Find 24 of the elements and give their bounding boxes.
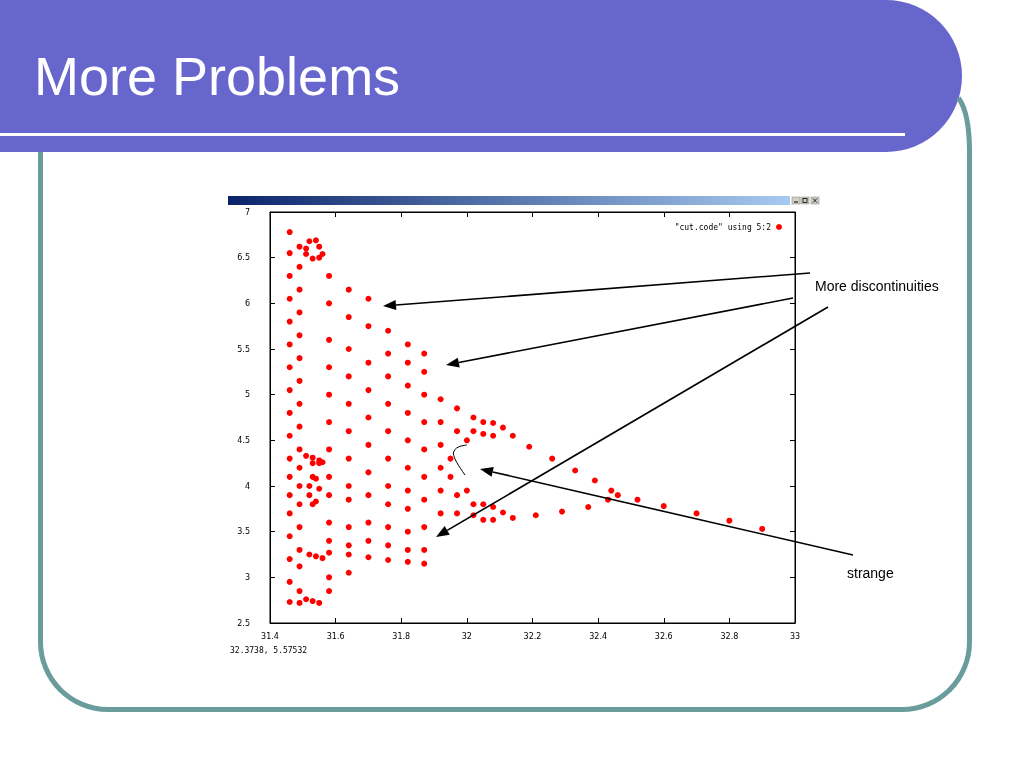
x-tick-label: 31.6 (326, 631, 345, 641)
y-tick-label: 4 (244, 481, 250, 491)
x-tick-label: 31.8 (392, 631, 411, 641)
y-tick-label: 3 (244, 572, 250, 582)
x-tick-label: 33 (789, 631, 801, 641)
text: More discontinuities (815, 278, 939, 295)
y-tick-label: 5.5 (237, 344, 250, 354)
x-tick-label: 32.6 (654, 631, 673, 641)
y-tick-label: 7 (244, 207, 250, 217)
y-tick-label: 5 (244, 390, 250, 400)
legend-label: "cut.code" using 5:2 (674, 222, 772, 232)
x-tick-label: 32.2 (523, 631, 542, 641)
x-tick-label: 32 (461, 631, 472, 641)
chart-title: More Problems (34, 46, 401, 106)
y-tick-label: 3.5 (237, 527, 250, 537)
x-tick-label: 32.8 (720, 631, 739, 641)
y-tick-label: 4.5 (237, 435, 250, 445)
text: strange (847, 565, 894, 582)
y-tick-label: 2.5 (237, 618, 250, 628)
text: 32.3738, 5.57532 (230, 646, 308, 656)
y-tick-label: 6.5 (237, 253, 250, 263)
x-tick-label: 31.4 (261, 631, 279, 641)
x-tick-label: 32.4 (589, 631, 608, 641)
y-tick-label: 6 (244, 298, 250, 308)
